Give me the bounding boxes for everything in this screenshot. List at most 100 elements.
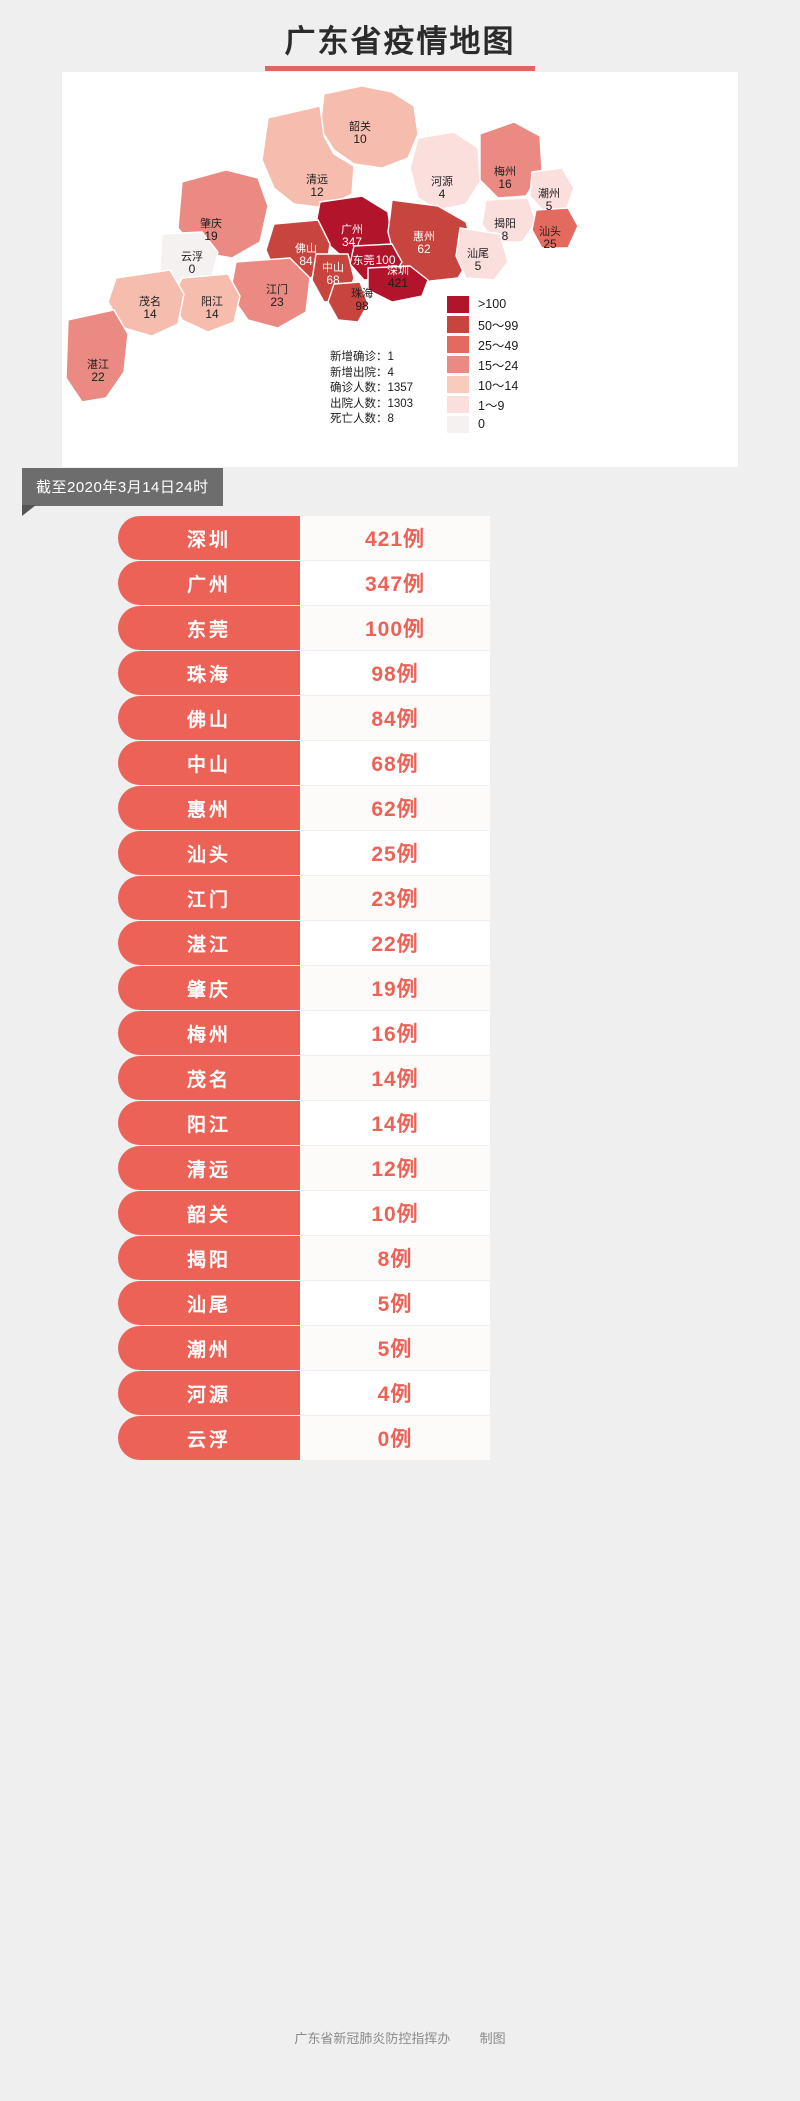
- ranking-row[interactable]: 深圳 421例: [118, 516, 490, 560]
- ranking-row[interactable]: 东莞 100例: [118, 606, 490, 650]
- ranking-case-count: 8例: [300, 1236, 490, 1280]
- stat-deaths: 死亡人数：8: [330, 413, 394, 425]
- ranking-case-count: 4例: [300, 1371, 490, 1415]
- map-card: 韶关 10 清远 12 河源 4 梅州 16 潮州 5 揭阳 8 汕头 25 肇庆 19: [62, 72, 738, 467]
- summary-stats: 新增确诊：1 新增出院：4 确诊人数：1357 出院人数：1303 死亡人数：8: [330, 350, 413, 428]
- ranking-city-name: 中山: [118, 741, 300, 785]
- ranking-case-count: 421例: [300, 516, 490, 560]
- ranking-case-count: 5例: [300, 1281, 490, 1325]
- ranking-row[interactable]: 潮州 5例: [118, 1326, 490, 1370]
- ranking-city-name: 东莞: [118, 606, 300, 650]
- legend-swatch: [447, 295, 469, 313]
- stat-total-discharged: 出院人数：1303: [330, 397, 414, 410]
- map-label-huizhou: 惠州 62: [413, 231, 435, 256]
- legend-item: >100: [447, 294, 518, 314]
- ranking-case-count: 98例: [300, 651, 490, 695]
- legend-item: 0: [447, 414, 518, 434]
- legend-label: >100: [478, 297, 507, 311]
- ranking-city-name: 深圳: [118, 516, 300, 560]
- ranking-row[interactable]: 广州 347例: [118, 561, 490, 605]
- footer-credit: 制图: [479, 2031, 506, 2046]
- map-label-shaoguan: 韶关 10: [349, 121, 371, 146]
- ranking-case-count: 68例: [300, 741, 490, 785]
- map-legend: >100 50～99 25～49 15～24 10～14: [447, 294, 518, 434]
- map-label-jiangmen: 江门 23: [266, 284, 288, 309]
- ranking-case-count: 19例: [300, 966, 490, 1010]
- title-underline: [265, 65, 535, 71]
- ranking-city-name: 揭阳: [118, 1236, 300, 1280]
- ranking-row[interactable]: 惠州 62例: [118, 786, 490, 830]
- ranking-row[interactable]: 佛山 84例: [118, 696, 490, 740]
- legend-swatch: [447, 375, 469, 393]
- date-banner-tail: [22, 505, 36, 516]
- ranking-city-name: 肇庆: [118, 966, 300, 1010]
- ranking-city-name: 茂名: [118, 1056, 300, 1100]
- footer-source: 广东省新冠肺炎防控指挥办: [294, 2031, 451, 2046]
- ranking-case-count: 347例: [300, 561, 490, 605]
- stat-total-confirmed: 确诊人数：1357: [330, 382, 414, 394]
- ranking-city-name: 江门: [118, 876, 300, 920]
- legend-item: 15～24: [447, 354, 518, 374]
- ranking-case-count: 25例: [300, 831, 490, 875]
- map-label-jieyang: 揭阳 8: [494, 218, 516, 243]
- city-ranking-list: 深圳 421例 广州 347例 东莞 100例 珠海 98例 佛山 84例 中山 68例 惠州 62例 汕头…: [118, 516, 490, 1461]
- ranking-city-name: 潮州: [118, 1326, 300, 1370]
- map-label-dongguan: 东莞100: [352, 253, 396, 267]
- ranking-case-count: 14例: [300, 1101, 490, 1145]
- map-label-foshan: 佛山 84: [295, 243, 317, 268]
- map-label-qingyuan: 清远 12: [306, 174, 328, 199]
- map-label-zhaoqing: 肇庆 19: [200, 218, 222, 243]
- map-label-zhongshan: 中山 68: [322, 262, 344, 287]
- ranking-city-name: 湛江: [118, 921, 300, 965]
- map-label-zhuhai: 珠海 98: [351, 288, 373, 313]
- ranking-row[interactable]: 云浮 0例: [118, 1416, 490, 1460]
- ranking-row[interactable]: 梅州 16例: [118, 1011, 490, 1055]
- ranking-city-name: 汕头: [118, 831, 300, 875]
- ranking-row[interactable]: 阳江 14例: [118, 1101, 490, 1145]
- stat-new-discharged: 新增出院：4: [330, 366, 394, 379]
- legend-item: 10～14: [447, 374, 518, 394]
- map-shapes-svg: [65, 85, 579, 403]
- map-label-yangjiang: 阳江 14: [201, 296, 223, 321]
- map-label-meizhou: 梅州 16: [494, 166, 516, 191]
- map-label-yunfu: 云浮 0: [181, 251, 203, 276]
- date-banner: 截至2020年3月14日24时: [22, 468, 223, 506]
- map-label-shanwei: 汕尾 5: [467, 248, 489, 273]
- ranking-row[interactable]: 韶关 10例: [118, 1191, 490, 1235]
- ranking-row[interactable]: 江门 23例: [118, 876, 490, 920]
- ranking-row[interactable]: 揭阳 8例: [118, 1236, 490, 1280]
- guangdong-map[interactable]: 韶关 10 清远 12 河源 4 梅州 16 潮州 5 揭阳 8 汕头 25 肇庆 19: [62, 72, 738, 467]
- ranking-case-count: 14例: [300, 1056, 490, 1100]
- ranking-case-count: 100例: [300, 606, 490, 650]
- ranking-city-name: 珠海: [118, 651, 300, 695]
- legend-swatch: [447, 395, 469, 413]
- header: 广东省疫情地图: [0, 0, 800, 78]
- map-label-chaozhou: 潮州 5: [538, 188, 560, 213]
- legend-item: 50～99: [447, 314, 518, 334]
- ranking-city-name: 云浮: [118, 1416, 300, 1460]
- ranking-row[interactable]: 中山 68例: [118, 741, 490, 785]
- ranking-row[interactable]: 肇庆 19例: [118, 966, 490, 1010]
- ranking-row[interactable]: 茂名 14例: [118, 1056, 490, 1100]
- ranking-row[interactable]: 清远 12例: [118, 1146, 490, 1190]
- legend-label: 1～9: [478, 398, 505, 413]
- legend-label: 0: [478, 417, 485, 431]
- ranking-case-count: 84例: [300, 696, 490, 740]
- ranking-city-name: 清远: [118, 1146, 300, 1190]
- page-title: 广东省疫情地图: [284, 23, 516, 59]
- ranking-city-name: 韶关: [118, 1191, 300, 1235]
- map-label-maoming: 茂名 14: [139, 296, 161, 321]
- ranking-row[interactable]: 湛江 22例: [118, 921, 490, 965]
- ranking-row[interactable]: 汕头 25例: [118, 831, 490, 875]
- footer: 广东省新冠肺炎防控指挥办 制图: [0, 2028, 800, 2047]
- ranking-city-name: 阳江: [118, 1101, 300, 1145]
- map-label-zhanjiang: 湛江 22: [87, 359, 109, 384]
- legend-label: 10～14: [478, 378, 519, 393]
- ranking-row[interactable]: 河源 4例: [118, 1371, 490, 1415]
- ranking-row[interactable]: 珠海 98例: [118, 651, 490, 695]
- legend-item: 25～49: [447, 334, 518, 354]
- legend-swatch: [447, 415, 469, 433]
- ranking-city-name: 广州: [118, 561, 300, 605]
- ranking-row[interactable]: 汕尾 5例: [118, 1281, 490, 1325]
